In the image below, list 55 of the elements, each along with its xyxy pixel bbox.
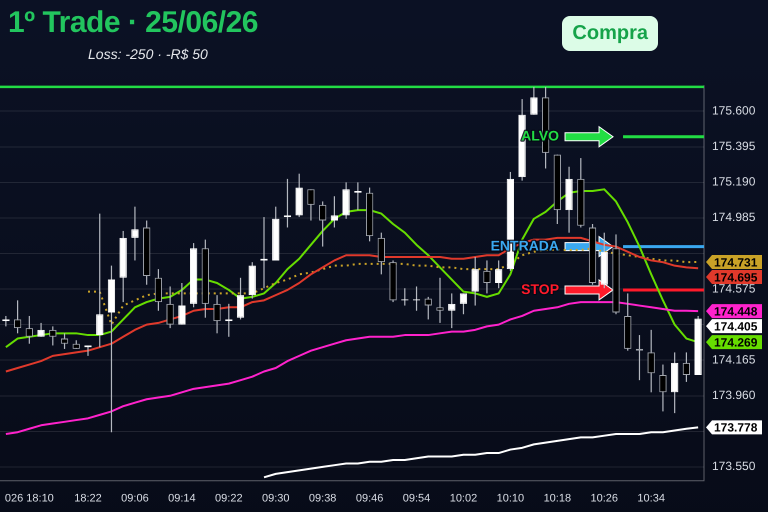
data-label: 173.778	[714, 420, 758, 435]
candlestick	[154, 268, 162, 312]
text: 174.405	[714, 319, 758, 334]
candlestick	[495, 260, 502, 289]
y-tick-label: 175.395	[712, 139, 756, 154]
candlestick	[483, 260, 491, 294]
candlestick	[37, 322, 45, 338]
candlestick	[96, 212, 104, 348]
data-label: 174.448	[714, 304, 758, 318]
y-tick-label: 175.600	[712, 104, 756, 118]
x-tick-label: 09:46	[356, 492, 384, 504]
candlestick	[131, 206, 139, 262]
candlestick	[472, 256, 479, 306]
x-tick-label: 10:02	[450, 492, 478, 504]
candlestick	[319, 200, 326, 248]
y-tick-label: 174.165	[712, 352, 756, 367]
y-tick-label: 174.985	[712, 210, 756, 224]
x-tick-label: 09:22	[215, 492, 243, 504]
candlestick	[378, 232, 385, 275]
candlestick	[530, 86, 538, 116]
chart-subtitle: Loss: -250 · -R$ 50	[88, 46, 208, 62]
x-tick-label: 18:22	[74, 492, 102, 504]
candlestick	[236, 277, 244, 320]
candlestick	[178, 282, 186, 326]
candlestick	[213, 294, 221, 334]
x-tick-label: 09:38	[308, 492, 336, 504]
candlestick	[166, 286, 174, 329]
candlestick	[648, 329, 655, 393]
ref-line-label: STOP	[521, 280, 560, 297]
chart-title: 1º Trade · 25/06/26	[8, 6, 258, 40]
candlestick	[26, 315, 33, 344]
candlestick	[460, 292, 468, 315]
candlestick	[682, 352, 690, 382]
x-tick-label: 09:30	[262, 492, 290, 504]
x-tick-label: 09:06	[121, 492, 149, 504]
y-tick-label: 173.550	[712, 459, 756, 474]
candlestick	[436, 277, 444, 324]
candlestick	[14, 300, 22, 334]
data-label: 174.269	[714, 335, 758, 350]
candlestick	[49, 326, 56, 346]
x-tick-label: 10:10	[496, 492, 524, 504]
y-tick-label: 173.960	[712, 388, 756, 402]
y-tick-label: 175.190	[712, 174, 756, 189]
x-tick-label: 09:54	[402, 492, 430, 504]
x-tick-label: 10:18	[544, 492, 572, 504]
x-tick-label: 10:34	[637, 492, 665, 504]
x-tick-label: 10:26	[590, 492, 618, 504]
x-tick-label: 026 18:10	[4, 492, 54, 504]
x-tick-label: 09:14	[168, 492, 196, 504]
candlestick	[307, 188, 315, 222]
text: Compra	[562, 16, 658, 51]
candlestick	[424, 296, 432, 320]
candlestick	[448, 292, 456, 329]
candlestick	[659, 364, 667, 412]
data-label: 174.731	[714, 255, 758, 270]
